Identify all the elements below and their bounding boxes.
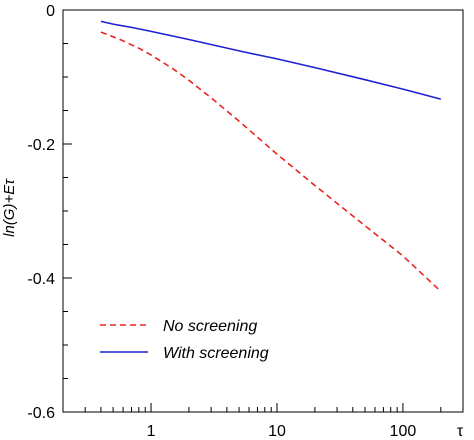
x-tick-label: 10	[268, 423, 286, 440]
series-line-0	[100, 31, 442, 292]
x-tick-label: 1	[147, 423, 156, 440]
y-axis-title: ln(G)+Eτ	[1, 178, 18, 237]
legend-label-with-screening: With screening	[163, 345, 269, 362]
x-axis: 1 10 100	[62, 403, 464, 440]
legend: No screening With screening	[100, 318, 269, 362]
y-tick-label: 0	[46, 3, 55, 20]
series-layer	[100, 20, 442, 292]
series-line-1	[100, 20, 442, 100]
legend-label-no-screening: No screening	[163, 318, 257, 335]
y-tick-label: -0.2	[27, 137, 55, 154]
y-axis: 0 -0.2 -0.4 -0.6	[27, 3, 72, 422]
x-tick-label: 100	[390, 423, 417, 440]
y-tick-label: -0.6	[27, 405, 55, 422]
x-axis-title: τ	[457, 423, 464, 440]
y-tick-label: -0.4	[27, 271, 55, 288]
